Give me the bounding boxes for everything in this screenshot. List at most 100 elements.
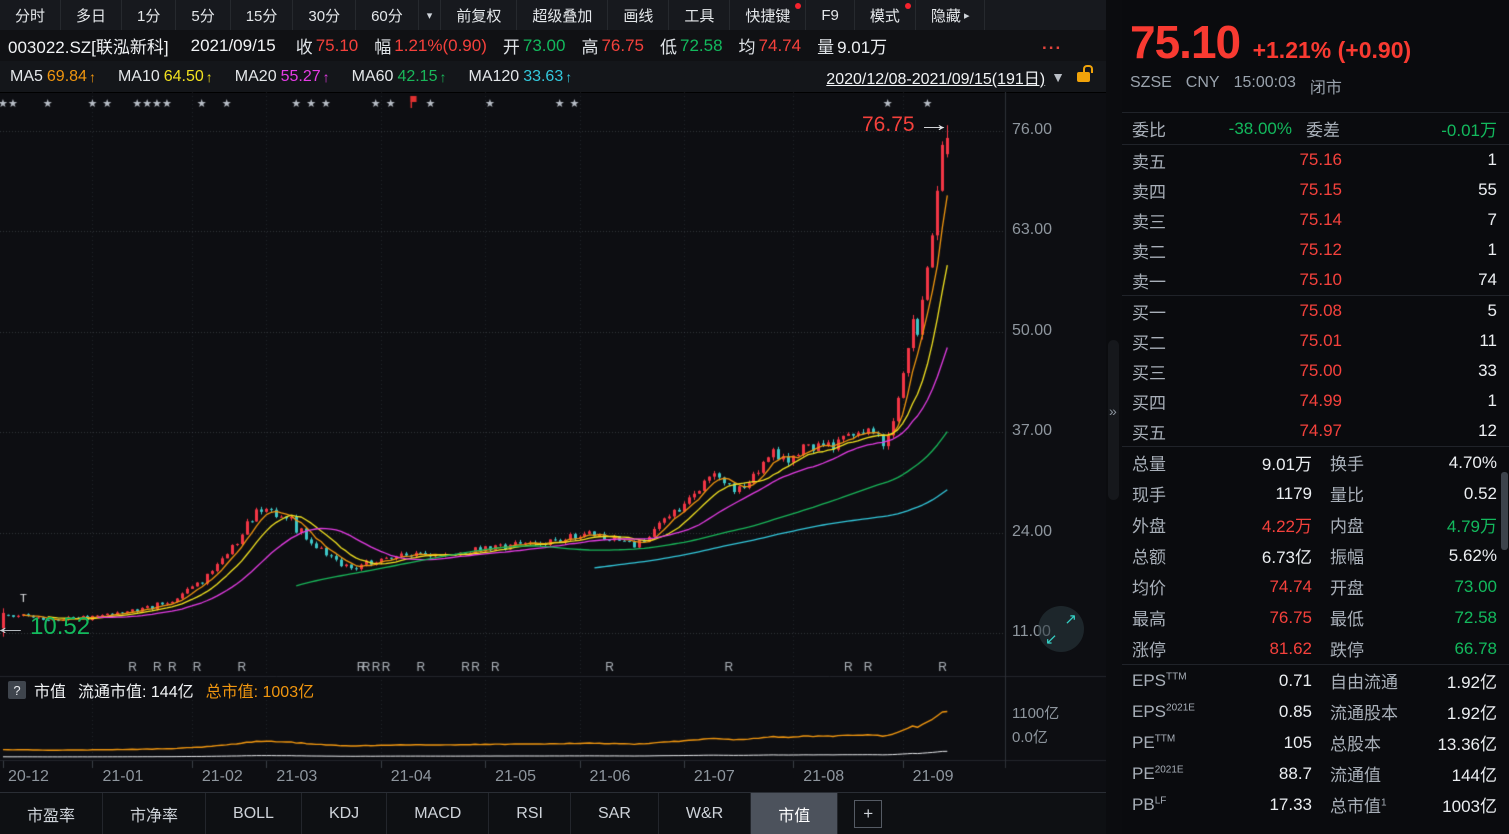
period-dropdown-icon[interactable]: ▾ [419,0,442,30]
indicator-tab-RSI[interactable]: RSI [489,793,571,834]
stat-row-外盘: 外盘 4.22万 内盘 4.79万 [1132,517,1497,536]
unlocked-lock-icon[interactable] [1077,64,1093,82]
total-cap-value: 总市值: 1003亿 [205,684,315,701]
indicator-tab-市值[interactable]: 市值 [751,793,839,834]
x-axis-label-20-12: 20-12 [8,768,49,785]
weibi-value: -38.00% [1228,118,1292,138]
stat-row-均价: 均价 74.74 开盘 73.00 [1132,576,1497,599]
quote-panel: 75.10 +1.21% (+0.90) SZSE CNY 15:00:03 闭… [1122,0,1509,834]
bid-row-买五[interactable]: 买五 74.97 12 [1132,421,1497,443]
subchart-axis-bottom: 0.0亿 [1012,729,1048,746]
up-arrow-icon: ↑ [205,68,213,85]
candlestick-canvas[interactable] [0,92,1106,792]
quote-field-开: 开 73.00 [502,35,566,58]
weicha-label: 委差 [1306,121,1340,140]
x-axis-label-21-07: 21-07 [693,768,735,785]
ask-row-卖四[interactable]: 卖四 75.15 55 [1132,180,1497,202]
add-indicator-button[interactable]: + [854,800,883,828]
quote-date: 2021/09/15 [190,35,276,55]
indicator-tab-SAR[interactable]: SAR [571,793,659,834]
chevron-down-icon[interactable]: ▼ [1051,68,1065,85]
panel-splitter: » [1106,0,1123,834]
up-arrow-icon: ↑ [439,68,447,85]
expand-chart-button[interactable]: ↗ ↙ [1038,606,1084,652]
x-axis-label-21-08: 21-08 [803,768,845,785]
ma-item-MA120: MA120 33.63 ↑ [468,67,573,85]
stock-info-bar: 003022.SZ[联泓新科] 2021/09/15 收 75.10 幅 1.21%(… [0,30,1106,62]
left-arrow-icon: ← [0,614,28,640]
y-axis-label-63.00: 63.00 [1012,221,1053,239]
stat-row-最高: 最高 76.75 最低 72.58 [1132,607,1497,630]
indicator-tab-MACD[interactable]: MACD [387,793,490,834]
scrollbar [1501,0,1508,834]
subchart-header: ? 市值 流通市值: 144亿 总市值: 1003亿 [8,678,314,702]
session-status: 闭市 [1309,80,1342,97]
menu-item-F9[interactable]: F9 [806,0,855,30]
indicator-tab-市盈率[interactable]: 市盈率 [0,793,104,834]
period-tab-15分[interactable]: 15分 [231,0,294,30]
exchange: SZSE [1130,74,1172,91]
quote-field-均: 均 74.74 [738,35,802,58]
chevron-right-icon: ▸ [963,9,970,22]
ask-row-卖一[interactable]: 卖一 75.10 74 [1132,270,1497,292]
fund-row-EPSTTM: EPSTTM 0.71 自由流通 1.92亿 [1132,670,1497,693]
x-axis-label-21-09: 21-09 [912,768,954,785]
period-tab-5分[interactable]: 5分 [176,0,231,30]
scrollbar-thumb[interactable] [1501,472,1508,550]
indicator-tab-KDJ[interactable]: KDJ [302,793,388,834]
notification-dot [795,3,802,9]
indicator-tab-bar: 市盈率 市净率 BOLL KDJ MACD RSI SAR W&R 市值 + [0,792,1106,834]
x-axis-label-21-06: 21-06 [589,768,631,785]
stat-row-现手: 现手 1179 量比 0.52 [1132,483,1497,506]
bid-row-买三[interactable]: 买三 75.00 33 [1132,361,1497,383]
menu-item-前复权[interactable]: 前复权 [441,0,518,30]
stat-row-总额: 总额 6.73亿 振幅 5.62% [1132,545,1497,568]
price-change: +1.21% (+0.90) [1252,37,1412,63]
up-arrow-icon: ↑ [565,68,573,85]
quote-field-高: 高 76.75 [581,35,644,58]
ma-item-MA10: MA10 64.50 ↑ [117,67,213,85]
splitter-handle[interactable] [1108,340,1119,500]
x-axis-label-21-03: 21-03 [276,768,318,785]
period-tab-多日[interactable]: 多日 [61,0,123,30]
date-range-selector[interactable]: 2020/12/08-2021/09/15(191日) [826,70,1046,88]
ask-row-卖五[interactable]: 卖五 75.16 1 [1132,150,1497,172]
ask-row-卖二[interactable]: 卖二 75.12 1 [1132,240,1497,262]
menu-item-快捷键[interactable]: 快捷键 [730,0,807,30]
bid-row-买二[interactable]: 买二 75.01 11 [1132,331,1497,353]
fund-row-PBLF: PBLF 17.33 总市值1 1003亿 [1132,794,1497,817]
quote-field-低: 低 72.58 [659,35,723,58]
menu-item-工具[interactable]: 工具 [669,0,731,30]
indicator-tab-市净率[interactable]: 市净率 [103,793,207,834]
help-icon[interactable]: ? [8,681,26,699]
expand-arrow-sw-icon: ↙ [1045,631,1058,648]
quote-field-收: 收 75.10 [295,35,359,58]
period-tab-60分[interactable]: 60分 [356,0,419,30]
menu-item-隐藏[interactable]: 隐藏 ▸ [916,0,986,30]
menu-item-画线[interactable]: 画线 [608,0,670,30]
indicator-tab-BOLL[interactable]: BOLL [206,793,302,834]
fund-row-PETTM: PETTM 105 总股本 13.36亿 [1132,732,1497,755]
last-price: 75.10 [1130,16,1241,68]
period-tab-分时[interactable]: 分时 [0,0,62,30]
quote-time: 15:00:03 [1233,74,1296,91]
x-axis-label-21-04: 21-04 [390,768,432,785]
ma-item-MA20: MA20 55.27 ↑ [234,67,330,85]
bid-row-买四[interactable]: 买四 74.99 1 [1132,391,1497,413]
x-axis-label-21-05: 21-05 [495,768,536,785]
bid-row-买一[interactable]: 买一 75.08 5 [1132,301,1497,323]
x-axis-label-21-02: 21-02 [201,768,243,785]
collapse-panel-chevron[interactable]: » [1109,403,1117,419]
high-price-annotation: 76.75 → [862,113,951,136]
low-price-annotation: ←10.52 [0,613,90,641]
indicator-tab-W&R[interactable]: W&R [659,793,752,834]
right-arrow-icon: → [916,113,951,136]
menu-item-超级叠加[interactable]: 超级叠加 [517,0,609,30]
period-tab-1分[interactable]: 1分 [122,0,177,30]
more-button[interactable]: ... [1042,34,1063,53]
menu-item-模式[interactable]: 模式 [855,0,916,30]
period-tab-30分[interactable]: 30分 [293,0,357,30]
ask-row-卖三[interactable]: 卖三 75.14 7 [1132,210,1497,232]
ma-item-MA5: MA5 69.84 ↑ [10,67,96,85]
